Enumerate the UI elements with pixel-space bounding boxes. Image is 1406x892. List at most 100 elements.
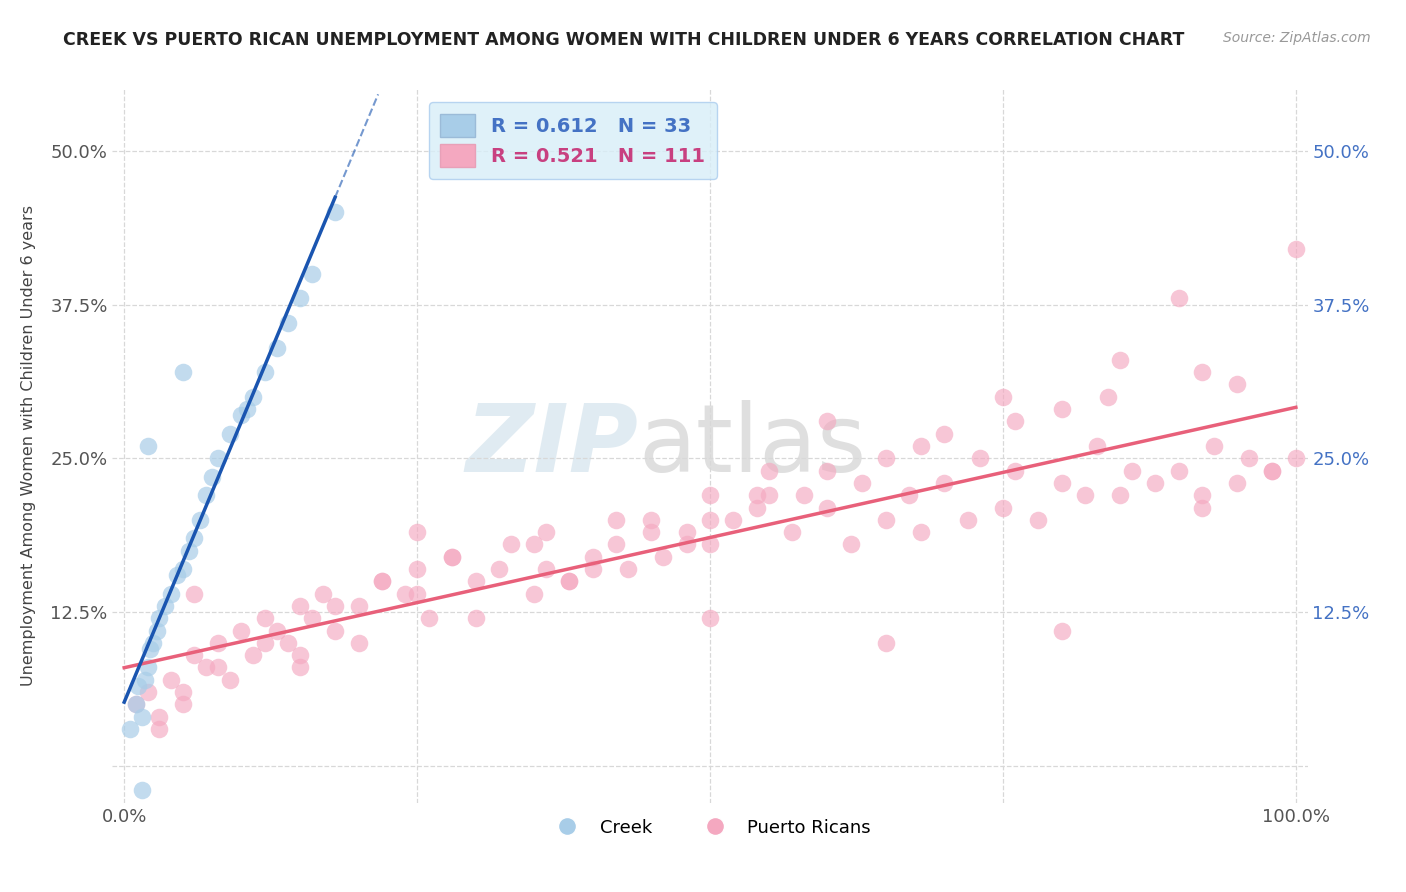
Point <box>347 599 370 613</box>
Point <box>1050 475 1073 490</box>
Point <box>253 636 276 650</box>
Point <box>253 611 276 625</box>
Point <box>815 500 838 515</box>
Point <box>815 464 838 478</box>
Point <box>125 698 148 712</box>
Point <box>312 587 335 601</box>
Point <box>231 624 253 638</box>
Point <box>218 426 240 441</box>
Point <box>172 562 194 576</box>
Point <box>127 679 149 693</box>
Point <box>1050 402 1073 417</box>
Text: atlas: atlas <box>638 400 866 492</box>
Point <box>207 636 229 650</box>
Point <box>323 599 346 613</box>
Point <box>301 267 323 281</box>
Point <box>406 587 429 601</box>
Point <box>177 543 200 558</box>
Point <box>371 574 394 589</box>
Point <box>875 451 897 466</box>
Point <box>699 488 721 502</box>
Point <box>277 636 299 650</box>
Point <box>898 488 921 502</box>
Point <box>183 587 205 601</box>
Point <box>166 568 188 582</box>
Point <box>1121 464 1143 478</box>
Point <box>464 611 486 625</box>
Point <box>142 636 165 650</box>
Text: Source: ZipAtlas.com: Source: ZipAtlas.com <box>1223 31 1371 45</box>
Point <box>266 624 288 638</box>
Point <box>323 205 346 219</box>
Point <box>406 562 429 576</box>
Point <box>236 402 259 417</box>
Point <box>160 587 183 601</box>
Point <box>394 587 416 601</box>
Point <box>288 648 311 662</box>
Point <box>640 525 662 540</box>
Legend: Creek, Puerto Ricans: Creek, Puerto Ricans <box>541 812 879 844</box>
Point <box>558 574 581 589</box>
Point <box>1109 488 1132 502</box>
Point <box>148 722 170 736</box>
Point <box>266 341 288 355</box>
Point <box>910 439 932 453</box>
Point <box>195 660 218 674</box>
Text: ZIP: ZIP <box>465 400 638 492</box>
Point <box>534 525 557 540</box>
Point <box>875 513 897 527</box>
Point <box>218 673 240 687</box>
Point <box>125 698 148 712</box>
Point <box>242 390 264 404</box>
Point <box>288 660 311 674</box>
Point <box>131 783 153 797</box>
Point <box>675 525 697 540</box>
Point <box>699 537 721 551</box>
Point <box>617 562 640 576</box>
Point <box>146 624 169 638</box>
Point <box>172 365 194 379</box>
Point <box>207 660 229 674</box>
Point <box>441 549 464 564</box>
Point <box>172 698 194 712</box>
Point <box>723 513 745 527</box>
Point <box>120 722 141 736</box>
Point <box>499 537 522 551</box>
Point <box>136 439 159 453</box>
Point <box>1004 414 1026 428</box>
Point <box>195 488 218 502</box>
Point <box>793 488 815 502</box>
Point <box>148 611 170 625</box>
Point <box>991 390 1014 404</box>
Point <box>1191 488 1213 502</box>
Point <box>910 525 932 540</box>
Point <box>1167 291 1189 305</box>
Point <box>875 636 897 650</box>
Point <box>934 475 956 490</box>
Point <box>969 451 991 466</box>
Point <box>745 488 768 502</box>
Point <box>1285 451 1308 466</box>
Point <box>1191 500 1213 515</box>
Point <box>1261 464 1284 478</box>
Point <box>253 365 276 379</box>
Point <box>1191 365 1213 379</box>
Point <box>441 549 464 564</box>
Point <box>558 574 581 589</box>
Point <box>1202 439 1225 453</box>
Point <box>1085 439 1108 453</box>
Point <box>183 648 205 662</box>
Text: CREEK VS PUERTO RICAN UNEMPLOYMENT AMONG WOMEN WITH CHILDREN UNDER 6 YEARS CORRE: CREEK VS PUERTO RICAN UNEMPLOYMENT AMONG… <box>63 31 1185 49</box>
Point <box>745 500 768 515</box>
Point <box>640 513 662 527</box>
Point <box>347 636 370 650</box>
Point <box>780 525 803 540</box>
Point <box>934 426 956 441</box>
Point <box>1004 464 1026 478</box>
Point <box>699 513 721 527</box>
Point <box>136 660 159 674</box>
Point <box>758 464 780 478</box>
Point <box>418 611 440 625</box>
Point <box>242 648 264 662</box>
Point <box>675 537 697 551</box>
